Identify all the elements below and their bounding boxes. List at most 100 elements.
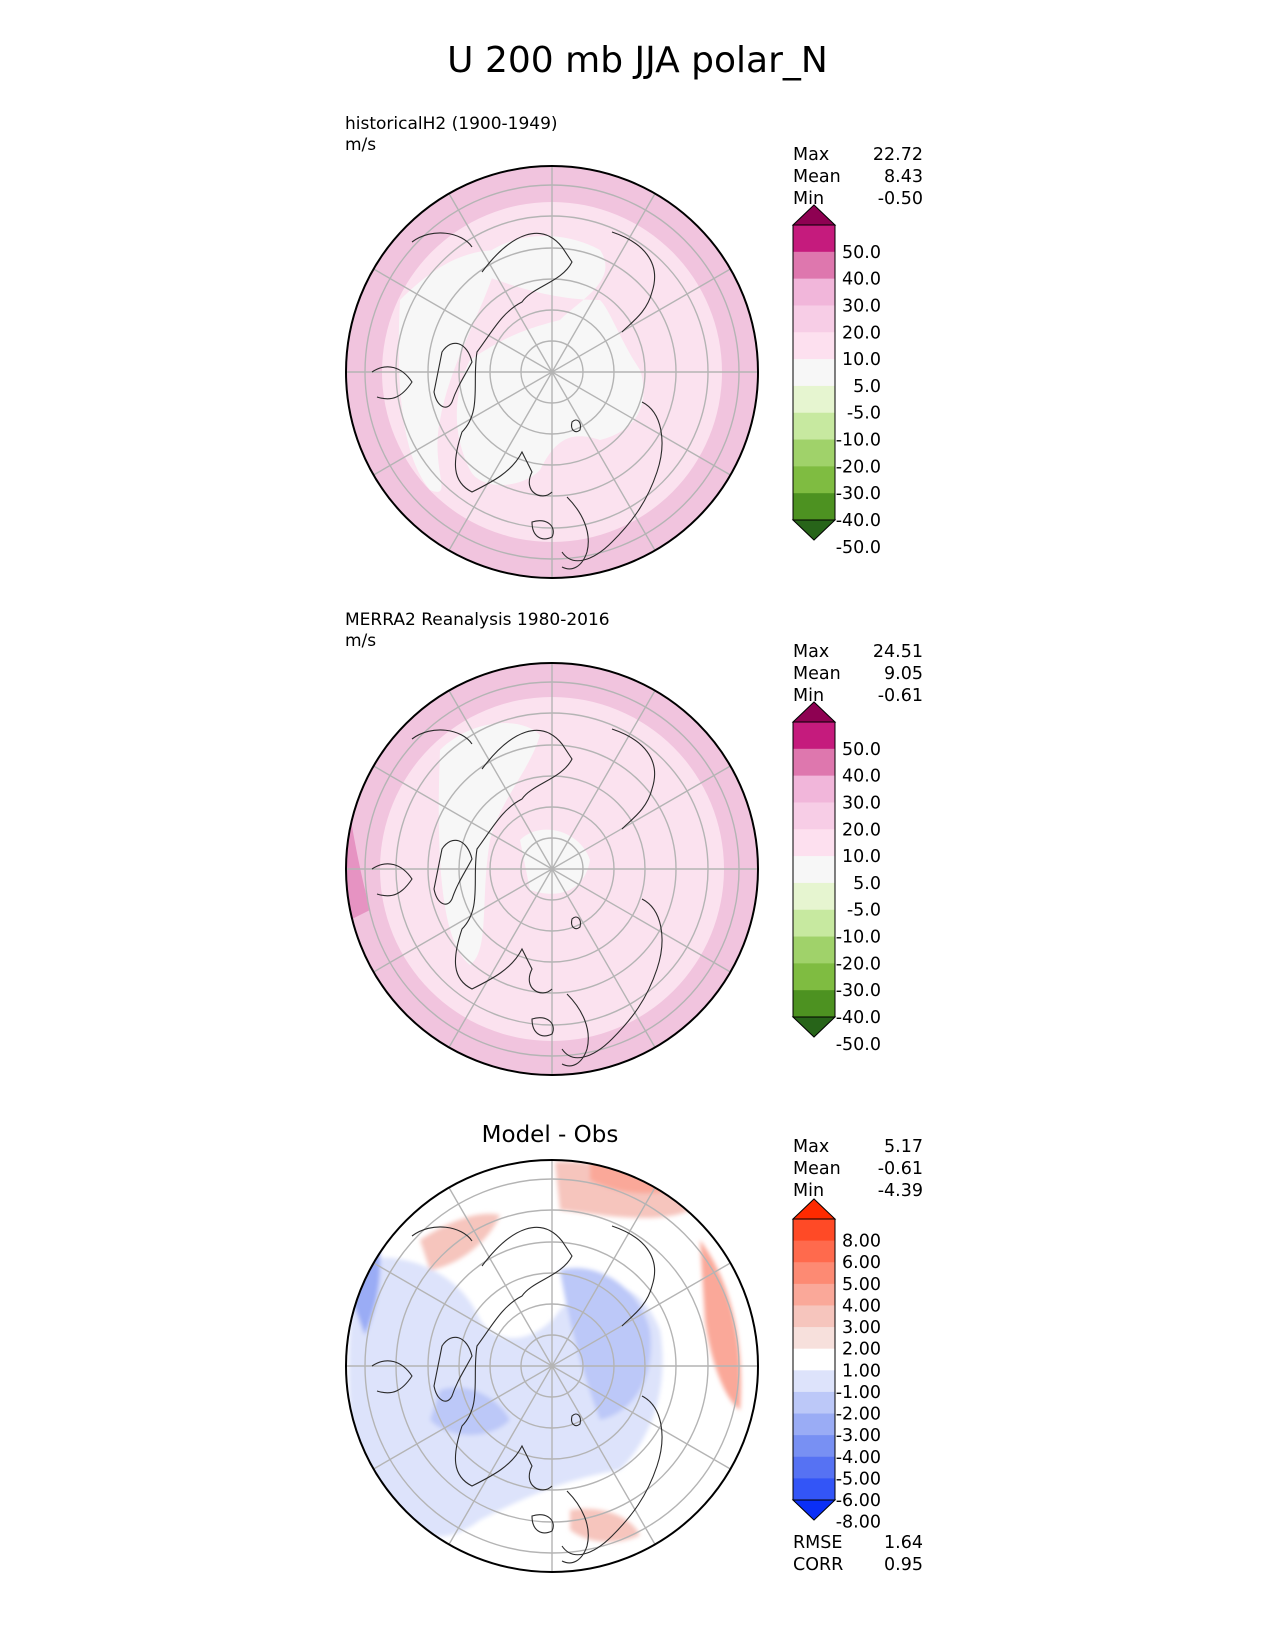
panel-1-overlays: 50.0 40.0 30.0 20.0 10.0 5.0 -5.0 -10.0 -20.0 -30…: [345, 165, 881, 579]
graticule: [346, 166, 758, 578]
colorbar-segment: [793, 1219, 835, 1242]
colorbar-tick-label: -50.0: [836, 1035, 881, 1055]
colorbar-segment: [793, 1413, 835, 1436]
colorbar-segment: [793, 963, 835, 991]
colorbar-segment: [793, 1478, 835, 1501]
colorbar-segment: [793, 1391, 835, 1415]
colorbar-tick-label: -5.0: [847, 901, 881, 921]
colorbar-tick-label: 30.0: [842, 793, 881, 813]
colorbar-tick-label: -40.0: [836, 511, 881, 531]
graticule: [346, 1160, 758, 1572]
metric-rmse: RMSE 1.64: [793, 1533, 923, 1553]
coastline: [454, 232, 573, 497]
colorbar-extend-min: [791, 1499, 837, 1521]
coastline: [561, 496, 589, 570]
colorbar-tick-label: 40.0: [842, 767, 881, 787]
panel-2-units: m/s: [345, 631, 377, 651]
colorbar-tick-label: 50.0: [842, 740, 881, 760]
colorbar-tick-label: 10.0: [842, 847, 881, 867]
field-jet-core-west: [346, 800, 370, 920]
colorbar-tick-label: 20.0: [842, 323, 881, 343]
coastline: [411, 729, 473, 745]
colorbar-segment: [793, 1456, 835, 1479]
colorbar-segment: [793, 990, 835, 1018]
colorbar-segment: [793, 856, 835, 884]
colorbar-segment: [793, 439, 835, 467]
colorbar-segment: [793, 802, 835, 830]
colorbar-tick-label: 40.0: [842, 270, 881, 290]
colorbar-segment: [793, 1327, 835, 1350]
stat-mean: Mean 8.43: [793, 167, 923, 187]
coastlines: [371, 728, 663, 1067]
colorbar-tick-label: -2.00: [836, 1405, 881, 1425]
figure-title: U 200 mb JJA polar_N: [447, 40, 828, 81]
colorbar-segment: [793, 278, 835, 306]
colorbar-frame: [792, 1218, 836, 1501]
colorbar-segment: [793, 909, 835, 938]
colorbar-segment: [793, 225, 835, 253]
stat-mean: Mean -0.61: [793, 1159, 923, 1179]
coastline: [561, 1490, 589, 1564]
colorbar-tick-label: 30.0: [842, 296, 881, 316]
colorbar-tick-label: 3.00: [842, 1318, 881, 1338]
colorbar-tick-label: -20.0: [836, 954, 881, 974]
colorbar-segment: [793, 332, 835, 360]
coastlines: [371, 231, 663, 570]
colorbar-tick-label: 5.0: [853, 377, 881, 397]
colorbar-tick-label: 50.0: [842, 243, 881, 263]
coastline: [571, 1413, 581, 1427]
colorbar: 50.0 40.0 30.0 20.0 10.0 5.0 -5.0 -10.0 -20.0 -30…: [791, 701, 881, 1055]
colorbar-segment: [793, 748, 835, 777]
field-positive-region-south: [570, 1508, 640, 1542]
coastlines: [371, 1225, 663, 1564]
colorbar-segment: [793, 936, 835, 964]
field-negative-region-strong: [560, 1268, 651, 1420]
colorbar-segment: [793, 1348, 835, 1371]
colorbar-tick-label: 8.00: [842, 1232, 881, 1252]
coastline: [371, 366, 413, 400]
colorbar-tick-label: -40.0: [836, 1008, 881, 1028]
panel-2-overlays: 50.0 40.0 30.0 20.0 10.0 5.0 -5.0 -10.0 -20.0 -30…: [345, 662, 881, 1076]
colorbar-segment: [793, 1240, 835, 1263]
coastline: [531, 1017, 554, 1037]
coastline: [371, 1360, 413, 1394]
map-boundary: [345, 1159, 759, 1573]
coastline: [411, 232, 473, 248]
panel-1-title-block: historicalH2 (1900-1949) m/s: [345, 114, 558, 156]
coastline: [611, 728, 656, 830]
coastline: [531, 520, 554, 540]
coastline: [611, 1225, 656, 1327]
colorbar-segment: [793, 1283, 835, 1306]
stat-min: Min -0.61: [793, 686, 923, 706]
meridian-line: [448, 690, 656, 1048]
colorbar-segment: [793, 305, 835, 333]
colorbar-segment: [793, 882, 835, 911]
coastline: [571, 916, 581, 930]
coastline: [571, 419, 581, 433]
colorbar-segment: [793, 1305, 835, 1328]
colorbar-tick-label: 5.00: [842, 1275, 881, 1295]
coastline: [454, 1226, 573, 1491]
coastline: [611, 231, 656, 333]
colorbar-tick-label: -5.0: [847, 404, 881, 424]
colorbar-tick-label: -20.0: [836, 457, 881, 477]
graticule: [346, 663, 758, 1075]
meridian-line: [448, 1187, 656, 1545]
colorbar-tick-label: 20.0: [842, 820, 881, 840]
colorbar-segment: [793, 1370, 835, 1393]
panel-3-metrics: RMSE 1.64 CORR 0.95: [793, 1532, 923, 1576]
colorbar-extend-max: [791, 1198, 837, 1220]
colorbar-tick-label: 6.00: [842, 1253, 881, 1273]
panel-2-title: MERRA2 Reanalysis 1980-2016: [345, 610, 610, 630]
colorbar-tick-label: -50.0: [836, 538, 881, 558]
panel-3-title: Model - Obs: [481, 1122, 619, 1148]
colorbar-tick-label: 2.00: [842, 1340, 881, 1360]
coastline: [411, 1226, 473, 1242]
field-low-wind-region-2: [398, 250, 500, 492]
colorbar-segment: [793, 412, 835, 441]
panel-3-overlays: 8.006.005.004.003.002.001.00-1.00-2.00-3…: [345, 1159, 881, 1573]
colorbar-extend-max: [791, 204, 837, 226]
coastline: [454, 729, 573, 994]
stat-max: Max 22.72: [793, 145, 923, 165]
